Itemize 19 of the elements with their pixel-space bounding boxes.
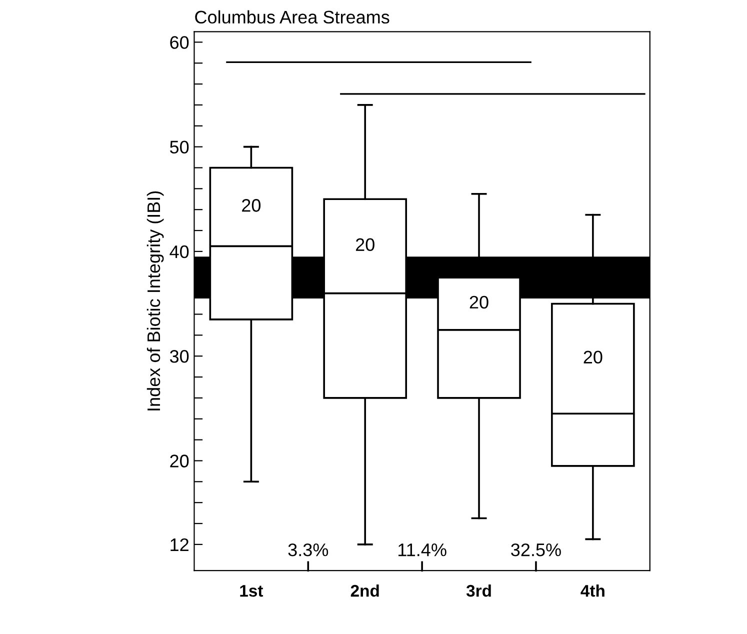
chart-title: Columbus Area Streams bbox=[195, 10, 390, 24]
x-tick-label: 4th bbox=[580, 584, 604, 597]
y-tick-label: 50 bbox=[170, 140, 189, 154]
annotation: 3.3% bbox=[288, 543, 328, 556]
y-tick-label: 60 bbox=[170, 36, 189, 49]
y-tick-label: 20 bbox=[170, 454, 189, 468]
annotation: 20 bbox=[356, 238, 374, 252]
annotation: 11.4% bbox=[398, 544, 446, 556]
annotation: 20 bbox=[242, 199, 261, 212]
y-axis-title: Index of Biotic Integrity (IBI) bbox=[146, 191, 164, 410]
annotation: 32.5% bbox=[511, 543, 561, 556]
y-tick-label: 40 bbox=[170, 245, 189, 258]
annotation: 20 bbox=[584, 350, 602, 364]
x-tick-label: 3rd bbox=[466, 584, 491, 597]
y-tick-label: 12 bbox=[170, 538, 188, 551]
annotation: 20 bbox=[470, 296, 488, 309]
x-tick-label: 2nd bbox=[350, 584, 379, 597]
x-tick-label: 1st bbox=[240, 585, 264, 597]
y-tick-label: 30 bbox=[170, 350, 189, 363]
